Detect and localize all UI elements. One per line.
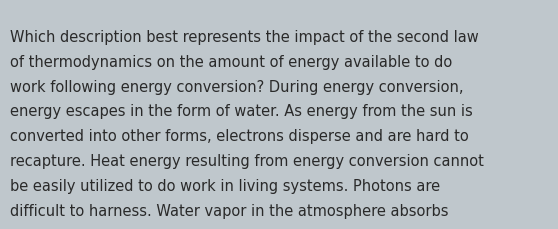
Text: converted into other forms, electrons disperse and are hard to: converted into other forms, electrons di… bbox=[10, 129, 469, 144]
Text: recapture. Heat energy resulting from energy conversion cannot: recapture. Heat energy resulting from en… bbox=[10, 153, 484, 168]
Text: work following energy conversion? During energy conversion,: work following energy conversion? During… bbox=[10, 79, 464, 94]
Text: difficult to harness. Water vapor in the atmosphere absorbs: difficult to harness. Water vapor in the… bbox=[10, 203, 449, 218]
Text: of thermodynamics on the amount of energy available to do: of thermodynamics on the amount of energ… bbox=[10, 55, 453, 69]
Text: be easily utilized to do work in living systems. Photons are: be easily utilized to do work in living … bbox=[10, 178, 440, 193]
Text: energy from sunlight.: energy from sunlight. bbox=[10, 228, 169, 229]
Text: Which description best represents the impact of the second law: Which description best represents the im… bbox=[10, 30, 479, 45]
Text: energy escapes in the form of water. As energy from the sun is: energy escapes in the form of water. As … bbox=[10, 104, 473, 119]
